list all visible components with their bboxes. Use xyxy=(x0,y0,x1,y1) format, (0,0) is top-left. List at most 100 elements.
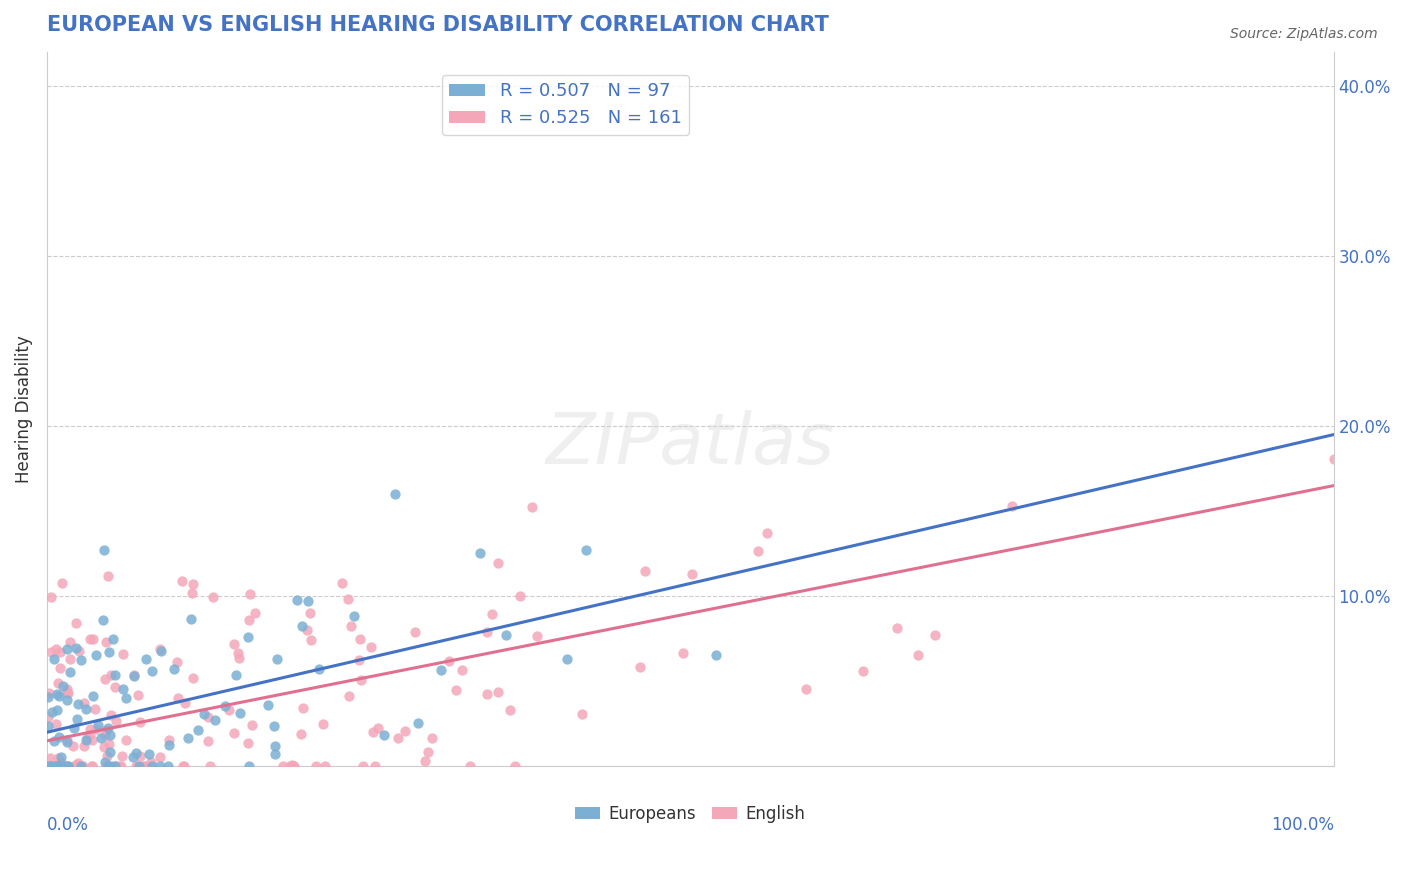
Point xyxy=(69,653,91,667)
Point xyxy=(756,525,779,540)
Point xyxy=(278,759,301,773)
Point xyxy=(49,661,72,675)
Point xyxy=(82,632,104,646)
Point xyxy=(46,759,69,773)
Point xyxy=(91,613,114,627)
Point xyxy=(132,759,155,773)
Point xyxy=(138,747,160,762)
Point xyxy=(104,714,127,728)
Point xyxy=(42,652,65,666)
Point xyxy=(114,732,136,747)
Point xyxy=(281,759,304,773)
Point xyxy=(924,628,946,642)
Point xyxy=(135,759,157,773)
Point xyxy=(387,731,409,745)
Point xyxy=(124,668,146,682)
Point xyxy=(45,687,67,701)
Point xyxy=(343,609,366,624)
Point xyxy=(349,632,371,646)
Point xyxy=(129,748,152,763)
Point xyxy=(111,682,134,697)
Point xyxy=(90,731,112,745)
Point xyxy=(45,759,67,773)
Point xyxy=(96,749,118,764)
Point xyxy=(75,732,97,747)
Point xyxy=(557,652,579,666)
Point xyxy=(204,714,226,728)
Point xyxy=(94,723,117,737)
Point xyxy=(56,733,79,747)
Point xyxy=(93,740,115,755)
Point xyxy=(39,590,62,604)
Text: Source: ZipAtlas.com: Source: ZipAtlas.com xyxy=(1230,27,1378,41)
Point xyxy=(44,759,66,773)
Point xyxy=(180,612,202,626)
Point xyxy=(704,648,727,662)
Point xyxy=(336,591,359,606)
Point xyxy=(1000,499,1022,513)
Point xyxy=(39,759,62,773)
Point xyxy=(135,652,157,666)
Legend: Europeans, English: Europeans, English xyxy=(568,798,813,830)
Point xyxy=(84,702,107,716)
Point xyxy=(229,706,252,720)
Point xyxy=(340,619,363,633)
Point xyxy=(125,746,148,760)
Point xyxy=(53,759,76,773)
Point xyxy=(172,759,194,773)
Point xyxy=(451,664,474,678)
Point xyxy=(112,647,135,661)
Point xyxy=(193,707,215,722)
Point xyxy=(228,646,250,660)
Point xyxy=(681,566,703,581)
Point xyxy=(222,726,245,740)
Point xyxy=(66,756,89,771)
Point xyxy=(46,759,69,773)
Point xyxy=(65,616,87,631)
Point xyxy=(46,759,69,773)
Point xyxy=(526,628,548,642)
Point xyxy=(413,754,436,768)
Point xyxy=(104,680,127,694)
Point xyxy=(93,542,115,557)
Point xyxy=(149,750,172,764)
Point xyxy=(98,745,121,759)
Point xyxy=(45,717,67,731)
Point xyxy=(243,606,266,620)
Point xyxy=(104,759,127,773)
Point xyxy=(44,759,66,773)
Point xyxy=(100,759,122,773)
Point xyxy=(38,686,60,700)
Point xyxy=(139,755,162,769)
Point xyxy=(97,645,120,659)
Point xyxy=(520,500,543,514)
Point xyxy=(129,714,152,729)
Point xyxy=(63,759,86,773)
Point xyxy=(173,696,195,710)
Point xyxy=(39,759,62,773)
Point xyxy=(437,654,460,668)
Point xyxy=(367,721,389,735)
Point xyxy=(634,564,657,578)
Point xyxy=(157,738,180,752)
Point xyxy=(794,682,817,697)
Point xyxy=(51,759,73,773)
Point xyxy=(46,676,69,690)
Point xyxy=(176,731,198,745)
Point xyxy=(141,759,163,773)
Point xyxy=(46,703,69,717)
Point xyxy=(406,716,429,731)
Point xyxy=(49,645,72,659)
Point xyxy=(97,737,120,751)
Point xyxy=(150,644,173,658)
Point xyxy=(41,759,63,773)
Point xyxy=(349,653,371,667)
Point xyxy=(97,722,120,736)
Point xyxy=(183,576,205,591)
Point xyxy=(100,668,122,682)
Point xyxy=(75,702,97,716)
Point xyxy=(256,698,278,713)
Point xyxy=(429,663,451,677)
Point xyxy=(337,690,360,704)
Point xyxy=(571,706,593,721)
